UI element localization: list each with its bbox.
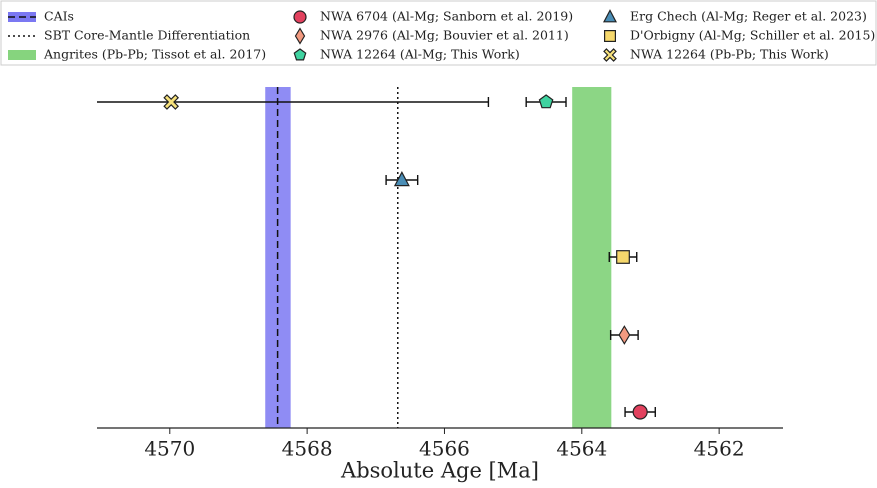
marker — [603, 48, 617, 62]
x-tick-label: 4564 — [556, 437, 607, 461]
legend-swatch — [8, 50, 36, 60]
marker — [632, 404, 648, 420]
legend-label: NWA 12264 (Al-Mg; This Work) — [320, 47, 520, 62]
marker — [618, 325, 631, 345]
marker — [163, 94, 180, 110]
legend-label: NWA 6704 (Al-Mg; Sanborn et al. 2019) — [320, 9, 573, 24]
x-tick-label: 4566 — [419, 437, 470, 461]
legend-label: NWA 2976 (Al-Mg; Bouvier et al. 2011) — [320, 28, 569, 43]
x-tick-label: 4562 — [694, 437, 745, 461]
marker — [293, 10, 307, 24]
legend-label: NWA 12264 (Pb-Pb; This Work) — [630, 47, 829, 62]
legend-box — [0, 0, 877, 66]
marker — [603, 30, 616, 43]
legend-label: D'Orbigny (Al-Mg; Schiller et al. 2015) — [630, 28, 875, 43]
marker — [616, 250, 630, 264]
marker — [294, 27, 306, 45]
legend-label: Angrites (Pb-Pb; Tissot et al. 2017) — [43, 47, 266, 62]
marker — [393, 171, 410, 187]
legend-label: SBT Core-Mantle Differentiation — [44, 28, 250, 43]
marker — [603, 9, 617, 23]
legend-label: Erg Chech (Al-Mg; Reger et al. 2023) — [630, 9, 867, 24]
x-tick-label: 4568 — [282, 437, 333, 461]
marker — [293, 48, 307, 61]
plot-area — [97, 87, 656, 428]
reference-band — [572, 87, 612, 428]
x-tick-label: 4570 — [144, 437, 195, 461]
legend-label: CAIs — [44, 9, 74, 24]
marker — [538, 94, 554, 109]
x-axis-label: Absolute Age [Ma] — [340, 459, 539, 483]
